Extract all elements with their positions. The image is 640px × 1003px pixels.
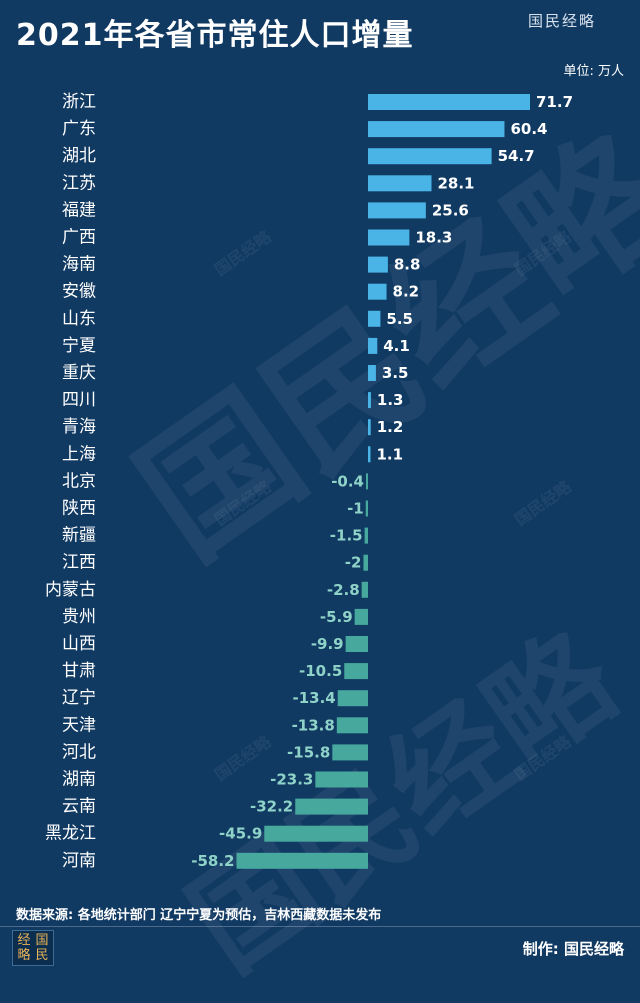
- brand-logo-text: 国民经略: [528, 12, 597, 30]
- brand-seal-logo: 经 国 略 民: [12, 930, 54, 966]
- category-label: 黑龙江: [45, 824, 96, 844]
- category-label: 山东: [62, 309, 96, 329]
- category-label: 上海: [62, 444, 96, 464]
- bar: [368, 175, 432, 192]
- category-label: 辽宁: [62, 688, 96, 708]
- bar: [368, 310, 381, 327]
- value-label: 8.8: [394, 256, 421, 274]
- bar: [368, 148, 492, 165]
- category-label: 北京: [62, 471, 96, 491]
- bar: [361, 581, 368, 598]
- category-label: 甘肃: [62, 661, 96, 681]
- category-label: 河南: [62, 851, 96, 871]
- category-label: 陕西: [62, 499, 96, 519]
- maker-credit: 制作: 国民经略: [522, 940, 624, 958]
- value-label: 4.1: [383, 337, 410, 355]
- value-label: -15.8: [287, 743, 330, 761]
- bar: [368, 121, 505, 138]
- category-label: 云南: [62, 797, 96, 817]
- value-label: -2: [345, 554, 362, 572]
- category-label: 安徽: [62, 282, 96, 302]
- value-label: -5.9: [320, 608, 353, 626]
- bar: [368, 446, 371, 463]
- bar: [366, 473, 368, 490]
- category-label: 天津: [62, 715, 96, 735]
- bar: [368, 337, 378, 354]
- value-label: 1.1: [376, 445, 403, 463]
- category-label: 山西: [62, 634, 96, 654]
- bar: [368, 229, 410, 246]
- bar: [368, 419, 371, 436]
- bar: [364, 527, 368, 544]
- bar: [315, 771, 368, 788]
- value-label: 3.5: [382, 364, 409, 382]
- category-label: 广西: [62, 228, 96, 248]
- value-label: 28.1: [437, 174, 474, 192]
- bar: [368, 256, 388, 273]
- footer-divider: [0, 926, 640, 927]
- category-label: 江苏: [62, 173, 96, 193]
- category-label: 新疆: [62, 526, 96, 546]
- value-label: 18.3: [415, 229, 452, 247]
- category-label: 湖北: [62, 146, 96, 166]
- bar: [368, 283, 387, 300]
- bar: [368, 392, 371, 409]
- bar: [336, 717, 368, 734]
- category-label: 内蒙古: [45, 580, 96, 600]
- bar: [264, 825, 368, 842]
- unit-label: 单位: 万人: [563, 64, 624, 79]
- bar: [345, 636, 368, 652]
- category-label: 福建: [62, 200, 96, 220]
- bar: [236, 852, 368, 869]
- value-label: -1: [347, 500, 364, 518]
- category-label: 浙江: [62, 92, 96, 112]
- bar-chart: 浙江 71.7 广东 60.4 湖北 54.7 江苏 28.1 福建 25.6 广西 18.3 海南 8.…: [45, 92, 573, 871]
- value-label: -58.2: [191, 852, 234, 870]
- value-label: 25.6: [432, 201, 469, 219]
- value-label: -0.4: [331, 472, 364, 490]
- category-label: 青海: [62, 417, 96, 437]
- category-label: 宁夏: [62, 336, 96, 356]
- category-label: 河北: [62, 742, 96, 762]
- value-label: -9.9: [311, 635, 344, 653]
- value-label: -2.8: [327, 581, 360, 599]
- value-label: -13.8: [292, 716, 335, 734]
- bar: [332, 744, 368, 761]
- value-label: 60.4: [510, 120, 547, 138]
- logo-char-1: 经: [17, 933, 31, 948]
- value-label: -13.4: [292, 689, 335, 707]
- category-label: 湖南: [62, 770, 96, 790]
- bar: [337, 690, 368, 707]
- value-label: -10.5: [299, 662, 342, 680]
- bar: [354, 608, 368, 625]
- bar: [365, 500, 368, 517]
- data-source-note: 数据来源: 各地统计部门 辽宁宁夏为预估，吉林西藏数据未发布: [16, 908, 382, 923]
- category-label: 贵州: [62, 607, 96, 627]
- bar: [368, 202, 426, 219]
- value-label: 1.2: [377, 418, 404, 436]
- value-label: 54.7: [498, 147, 535, 165]
- bar: [295, 798, 368, 815]
- value-label: -23.3: [270, 771, 313, 789]
- value-label: -32.2: [250, 798, 293, 816]
- category-label: 重庆: [62, 363, 96, 383]
- logo-char-2: 国: [35, 933, 49, 948]
- bar: [344, 663, 368, 680]
- value-label: 8.2: [393, 283, 420, 301]
- value-label: -1.5: [330, 527, 363, 545]
- category-label: 海南: [62, 255, 96, 275]
- bar: [363, 554, 368, 571]
- value-label: 1.3: [377, 391, 404, 409]
- category-label: 江西: [62, 553, 96, 573]
- value-label: 5.5: [386, 310, 413, 328]
- logo-char-4: 民: [35, 948, 49, 963]
- category-label: 广东: [62, 119, 96, 139]
- value-label: 71.7: [536, 93, 573, 111]
- page-title: 2021年各省市常住人口增量: [16, 18, 414, 53]
- category-label: 四川: [62, 390, 96, 410]
- bar: [368, 365, 376, 381]
- logo-char-3: 略: [17, 948, 31, 963]
- value-label: -45.9: [219, 825, 262, 843]
- bar: [368, 94, 530, 110]
